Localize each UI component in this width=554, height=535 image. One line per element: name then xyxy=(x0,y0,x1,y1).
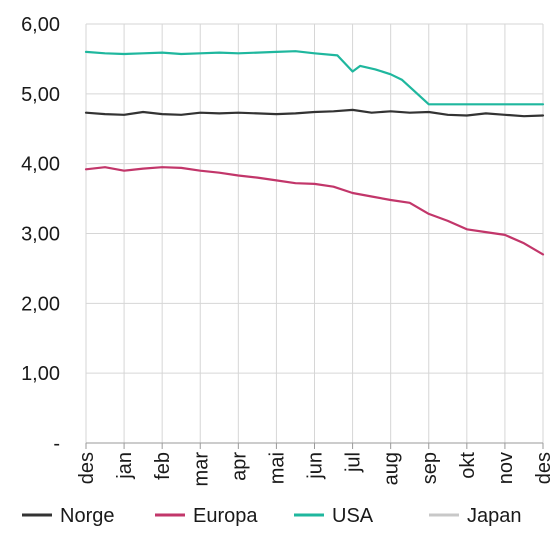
y-axis-ticks: - 1,00 2,00 3,00 4,00 5,00 6,00 xyxy=(21,14,60,455)
x-tick-label: mai xyxy=(266,452,288,484)
y-tick-label: 2,00 xyxy=(21,293,60,315)
x-tick-label: nov xyxy=(495,452,517,484)
gridlines xyxy=(85,23,544,449)
y-tick-label: 1,00 xyxy=(21,363,60,385)
y-tick-label: - xyxy=(53,433,60,455)
x-tick-label: aug xyxy=(381,452,403,485)
legend-label-norge: Norge xyxy=(60,505,114,527)
x-tick-label: jul xyxy=(343,452,365,473)
x-axis-ticks: des jan feb mar apr mai jun jul aug sep okt nov des xyxy=(76,452,554,487)
legend-label-europa: Europa xyxy=(193,505,258,527)
legend-label-japan: Japan xyxy=(467,505,522,527)
legend-label-usa: USA xyxy=(332,505,374,527)
x-tick-label: des xyxy=(533,452,554,484)
legend: Norge Europa USA Japan xyxy=(22,505,522,527)
series-lines xyxy=(84,50,545,256)
y-tick-label: 5,00 xyxy=(21,84,60,106)
x-tick-label: jan xyxy=(114,452,136,480)
x-tick-label: sep xyxy=(419,452,441,484)
y-tick-label: 3,00 xyxy=(21,224,60,246)
x-tick-label: mar xyxy=(190,452,212,487)
y-tick-label: 6,00 xyxy=(21,14,60,36)
x-tick-label: des xyxy=(76,452,98,484)
x-tick-label: apr xyxy=(228,452,250,481)
series-line-europa xyxy=(84,166,545,256)
x-tick-label: okt xyxy=(457,452,479,479)
series-line-usa xyxy=(84,50,545,106)
series-line-norge xyxy=(84,108,545,118)
y-tick-label: 4,00 xyxy=(21,154,60,176)
x-tick-label: feb xyxy=(152,452,174,480)
x-tick-label: jun xyxy=(305,452,327,480)
